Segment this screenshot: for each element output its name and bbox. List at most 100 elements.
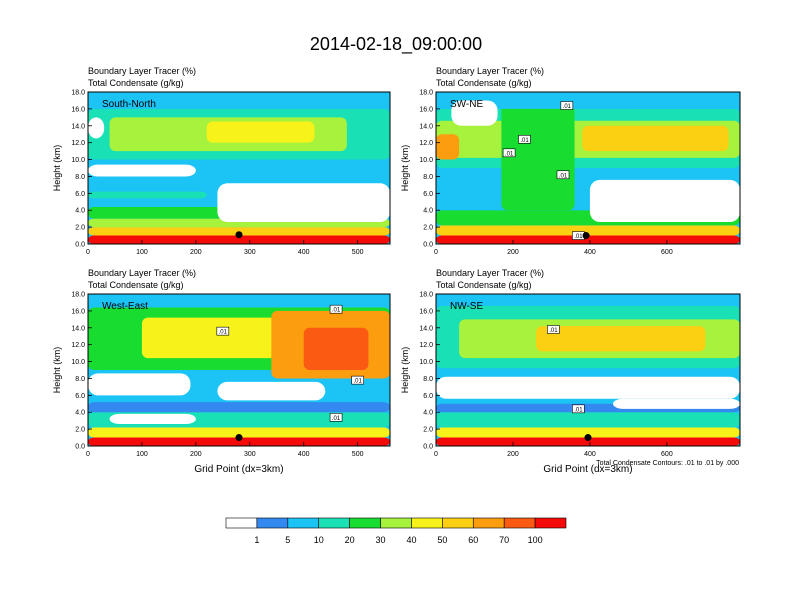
contour-label: .01	[353, 379, 362, 385]
contour-note: Total Condensate Contours: .01 to .01 by…	[596, 460, 739, 467]
subtitle-tracer: Boundary Layer Tracer (%)	[436, 268, 544, 278]
contour-label-box	[560, 101, 574, 110]
x-tick-label: 200	[507, 451, 519, 458]
clear-region	[589, 179, 740, 223]
y-axis-label: Height (km)	[400, 145, 410, 192]
y-tick-label: 6.0	[75, 191, 85, 198]
plot-area	[88, 92, 390, 244]
colorbar-label: 10	[314, 535, 324, 545]
y-tick-label: 14.0	[71, 325, 85, 332]
contour-label-box	[351, 375, 364, 385]
tracer-band	[436, 225, 740, 236]
subtitle-tracer: Boundary Layer Tracer (%)	[436, 66, 544, 76]
contour-label: .01	[549, 328, 558, 334]
x-tick-label: 400	[298, 249, 310, 256]
clear-region	[451, 100, 498, 126]
clear-region	[436, 376, 740, 399]
y-tick-label: 2.0	[423, 225, 433, 232]
y-tick-label: 8.0	[75, 174, 85, 181]
x-tick-label: 0	[86, 451, 90, 458]
y-tick-label: 14.0	[419, 123, 433, 130]
tracer-band	[501, 104, 575, 211]
x-tick-label: 500	[352, 249, 364, 256]
plot-frame	[87, 91, 391, 245]
contour-label-box	[572, 404, 585, 414]
x-tick-label: 400	[584, 451, 596, 458]
colorbar-label: 1	[254, 535, 259, 545]
colorbar-label: 20	[345, 535, 355, 545]
y-tick-label: 0.0	[423, 444, 433, 451]
y-tick-label: 8.0	[423, 174, 433, 181]
colorbar-swatch	[534, 517, 567, 529]
y-tick-label: 14.0	[419, 325, 433, 332]
x-tick-label: 600	[661, 249, 673, 256]
location-marker	[235, 434, 243, 442]
colorbar-swatch	[503, 517, 536, 529]
location-marker	[235, 231, 243, 239]
y-tick-label: 6.0	[423, 191, 433, 198]
x-tick-label: 300	[244, 451, 256, 458]
subtitle-condensate: Total Condensate (g/kg)	[436, 280, 532, 290]
subtitle-tracer: Boundary Layer Tracer (%)	[88, 268, 196, 278]
y-tick-label: 4.0	[75, 208, 85, 215]
y-tick-label: 0.0	[75, 444, 85, 451]
clear-region	[217, 381, 326, 401]
plot-frame	[87, 293, 391, 447]
x-axis-label: Grid Point (dx=3km)	[543, 464, 632, 475]
colorbar-swatch	[349, 517, 381, 529]
location-marker	[584, 434, 592, 442]
y-tick-label: 18.0	[71, 90, 85, 97]
x-tick-label: 600	[661, 451, 673, 458]
panel-sw-ne: .01 .01 .01 .01 .01 0.0 2.0 4.0 6.0 8.0 10.0 12.0 14…	[400, 66, 741, 256]
x-tick-label: 200	[507, 249, 519, 256]
panel-south-north: 0.0 2.0 4.0 6.0 8.0 10.0 12.0 14.0 16.0 18.0 0 100 2…	[52, 66, 391, 256]
tracer-band	[436, 97, 740, 109]
y-tick-label: 12.0	[71, 342, 85, 349]
panel-label: SW-NE	[450, 99, 483, 110]
contour-label-box	[329, 412, 343, 422]
x-tick-label: 500	[352, 451, 364, 458]
y-tick-label: 16.0	[71, 308, 85, 315]
colorbar-swatch	[318, 517, 350, 529]
subtitle-condensate: Total Condensate (g/kg)	[436, 78, 532, 88]
colorbar-swatch	[287, 517, 320, 529]
y-tick-label: 10.0	[419, 359, 433, 366]
plot-area: .01 .01 .01 .01	[88, 294, 390, 446]
colorbar-label: 5	[285, 535, 290, 545]
colorbar-label: 60	[468, 535, 478, 545]
x-tick-label: 300	[244, 249, 256, 256]
colorbar-swatch	[225, 517, 258, 529]
clear-region	[88, 164, 196, 177]
contour-label-box	[556, 170, 570, 180]
panel-west-east: .01 .01 .01 .01 0.0 2.0 4.0 6.0 8.0 10.0 12.0 14.0 1…	[52, 268, 391, 475]
colorbar-swatch	[256, 517, 289, 529]
panel-nw-se: .01 .01 0.0 2.0 4.0 6.0 8.0 10.0 12.0 14.0 16.0 18.…	[400, 268, 741, 475]
clear-region	[613, 398, 740, 409]
y-tick-label: 8.0	[423, 376, 433, 383]
y-tick-label: 2.0	[423, 427, 433, 434]
y-tick-label: 18.0	[419, 292, 433, 299]
colorbar-swatch	[442, 517, 474, 529]
x-tick-label: 400	[584, 249, 596, 256]
colorbar-label: 30	[376, 535, 386, 545]
y-tick-label: 12.0	[71, 140, 85, 147]
tracer-band	[436, 427, 740, 438]
clear-region	[109, 413, 196, 425]
y-tick-label: 4.0	[423, 410, 433, 417]
panel-label: West-East	[102, 301, 148, 312]
x-tick-label: 100	[136, 451, 148, 458]
colorbar-label: 40	[406, 535, 416, 545]
colorbar-swatch	[411, 517, 443, 529]
subtitle-tracer: Boundary Layer Tracer (%)	[88, 66, 196, 76]
y-tick-label: 16.0	[419, 106, 433, 113]
tracer-band	[436, 134, 460, 160]
location-marker	[582, 232, 590, 240]
y-tick-label: 16.0	[419, 308, 433, 315]
x-tick-label: 0	[434, 249, 438, 256]
tracer-band	[88, 402, 390, 413]
tracer-band	[436, 437, 740, 446]
y-tick-label: 4.0	[423, 208, 433, 215]
y-tick-label: 0.0	[75, 242, 85, 249]
contour-label: .01	[559, 173, 568, 179]
